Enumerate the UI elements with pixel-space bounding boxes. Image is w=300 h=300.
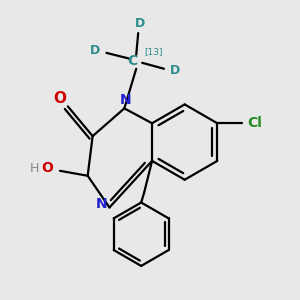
Text: Cl: Cl (248, 116, 262, 130)
Text: [13]: [13] (144, 47, 163, 56)
Text: D: D (89, 44, 100, 57)
Text: O: O (53, 91, 66, 106)
Text: N: N (96, 196, 107, 211)
Text: C: C (127, 54, 137, 68)
Text: D: D (170, 64, 180, 77)
Text: D: D (135, 17, 145, 30)
Text: H: H (29, 162, 39, 175)
Text: N: N (119, 94, 131, 107)
Text: O: O (41, 161, 53, 175)
